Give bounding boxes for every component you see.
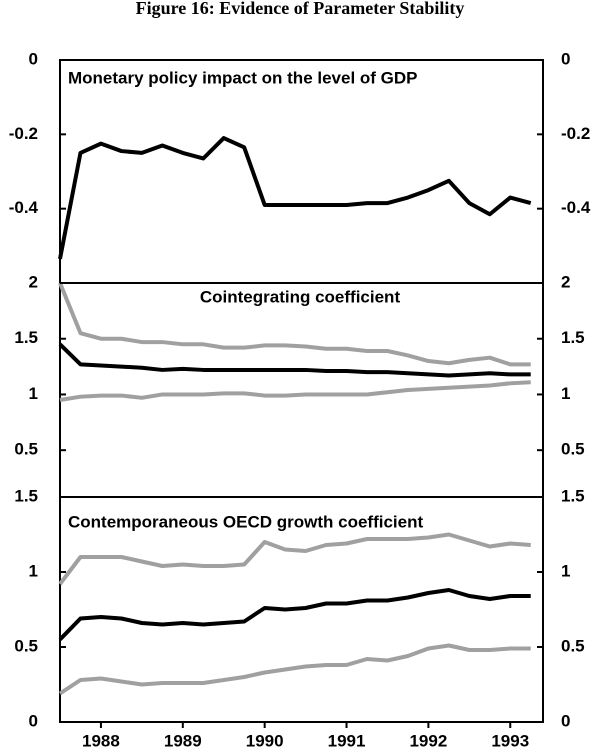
y2-tick-label: 1: [561, 384, 570, 403]
x-tick-label: 1988: [82, 731, 120, 750]
y-tick-label: -0.4: [9, 198, 39, 217]
x-tick-label: 1991: [328, 731, 366, 750]
y-tick-label: 0.5: [14, 636, 38, 655]
x-tick-label: 1990: [246, 731, 284, 750]
y2-tick-label: 1.5: [561, 328, 585, 347]
panel-frame: [59, 59, 544, 284]
y2-tick-label: 1: [561, 561, 570, 580]
y-tick-label: 1: [29, 561, 38, 580]
y2-tick-label: 0: [561, 49, 570, 68]
panel-frame: [59, 496, 544, 723]
data-line: [58, 643, 531, 696]
panel-title: Contemporaneous OECD growth coefficient: [68, 512, 423, 531]
data-line: [58, 282, 531, 367]
data-line: [59, 380, 531, 403]
data-line: [58, 532, 531, 586]
y2-tick-label: -0.2: [561, 124, 590, 143]
panel-title: Cointegrating coefficient: [200, 287, 401, 306]
y2-tick-label: 2: [561, 272, 570, 291]
panel-frame: [59, 282, 544, 498]
y-tick-label: 0: [29, 49, 38, 68]
y-tick-label: 1: [29, 384, 38, 403]
y-tick-label: 2: [29, 272, 38, 291]
x-tick-label: 1993: [491, 731, 529, 750]
figure-title: Figure 16: Evidence of Parameter Stabili…: [136, 0, 465, 18]
panel-title: Monetary policy impact on the level of G…: [68, 68, 418, 87]
y2-tick-label: 1.5: [561, 486, 585, 505]
y-tick-label: 0.5: [14, 440, 38, 459]
y2-tick-label: -0.4: [561, 198, 591, 217]
data-line: [58, 342, 531, 378]
x-tick-label: 1989: [164, 731, 202, 750]
y2-tick-label: 0.5: [561, 636, 585, 655]
y2-tick-label: 0: [561, 711, 570, 730]
y-tick-label: 1.5: [14, 486, 38, 505]
x-tick-label: 1992: [409, 731, 447, 750]
y-tick-label: 0: [29, 711, 38, 730]
y-tick-label: 1.5: [14, 328, 38, 347]
data-line: [58, 136, 532, 260]
y2-tick-label: 0.5: [561, 440, 585, 459]
y-tick-label: -0.2: [9, 124, 38, 143]
data-line: [58, 588, 531, 641]
